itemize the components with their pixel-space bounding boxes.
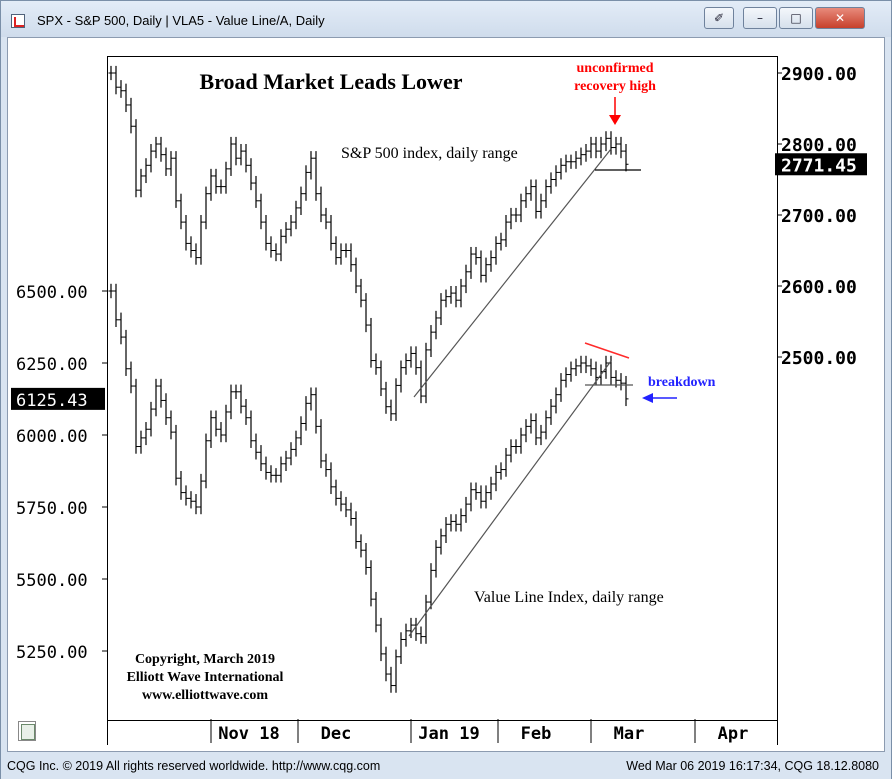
spx-last-price-box: [775, 153, 867, 176]
left-axis-label: 5250.00: [16, 643, 88, 663]
copyright-line1: Copyright, March 2019: [135, 652, 275, 667]
breakdown-label: breakdown: [648, 375, 716, 390]
maximize-button[interactable]: □: [779, 7, 813, 29]
left-axis-label: 6500.00: [16, 283, 88, 303]
title-bar[interactable]: SPX - S&P 500, Daily | VLA5 - Value Line…: [1, 1, 891, 37]
plot-frame: [107, 56, 778, 721]
left-axis-label: 6250.00: [16, 355, 88, 375]
right-axis-label: 2700.00: [781, 206, 857, 227]
x-axis-label: Mar: [614, 724, 645, 744]
unconfirmed-label-line2: recovery high: [574, 79, 656, 94]
spx-series-label: S&P 500 index, daily range: [341, 145, 518, 162]
vla-series-label: Value Line Index, daily range: [474, 589, 664, 606]
status-timestamp: Wed Mar 06 2019 16:17:34, CQG 18.12.8080: [626, 759, 879, 773]
unconfirmed-arrow-head: [609, 115, 621, 125]
vla-last-price-label: 6125.43: [16, 391, 88, 411]
vla-red-resistance-line: [584, 342, 630, 359]
chart-area[interactable]: [7, 37, 885, 752]
copyright-line2: Elliott Wave International: [127, 670, 284, 685]
right-axis-label: 2500.00: [781, 348, 857, 369]
chart-title: Broad Market Leads Lower: [200, 69, 463, 94]
vla-last-price-box: [11, 387, 105, 410]
left-axis-label: 6000.00: [16, 427, 88, 447]
x-axis-band: [107, 721, 778, 745]
status-copyright: CQG Inc. © 2019 All rights reserved worl…: [7, 759, 381, 773]
vla-trendline: [408, 360, 612, 637]
breakdown-arrow-head: [642, 393, 653, 403]
x-axis-label: Jan 19: [418, 724, 479, 744]
minimize-button[interactable]: –: [743, 7, 777, 29]
left-axis-label: 5500.00: [16, 571, 88, 591]
unconfirmed-label-line1: unconfirmed: [577, 61, 654, 76]
chart-app-icon: [11, 14, 25, 28]
right-axis-label: 2600.00: [781, 277, 857, 298]
left-axis-label: 5750.00: [16, 499, 88, 519]
close-button[interactable]: ✕: [815, 7, 865, 29]
window-title: SPX - S&P 500, Daily | VLA5 - Value Line…: [37, 13, 325, 28]
spx-trendline: [413, 148, 612, 398]
x-axis-label: Dec: [321, 724, 352, 744]
status-bar: CQG Inc. © 2019 All rights reserved worl…: [1, 753, 891, 779]
spx-last-price-label: 2771.45: [781, 155, 857, 176]
right-axis-label: 2800.00: [781, 135, 857, 156]
x-axis-label: Feb: [521, 724, 552, 744]
x-axis-label: Apr: [718, 724, 749, 744]
link-icon[interactable]: ✐: [704, 7, 734, 29]
copyright-line3: www.elliottwave.com: [142, 688, 268, 703]
legend-toggle[interactable]: [18, 721, 36, 741]
right-axis-label: 2900.00: [781, 64, 857, 85]
x-axis-label: Nov 18: [218, 724, 279, 744]
